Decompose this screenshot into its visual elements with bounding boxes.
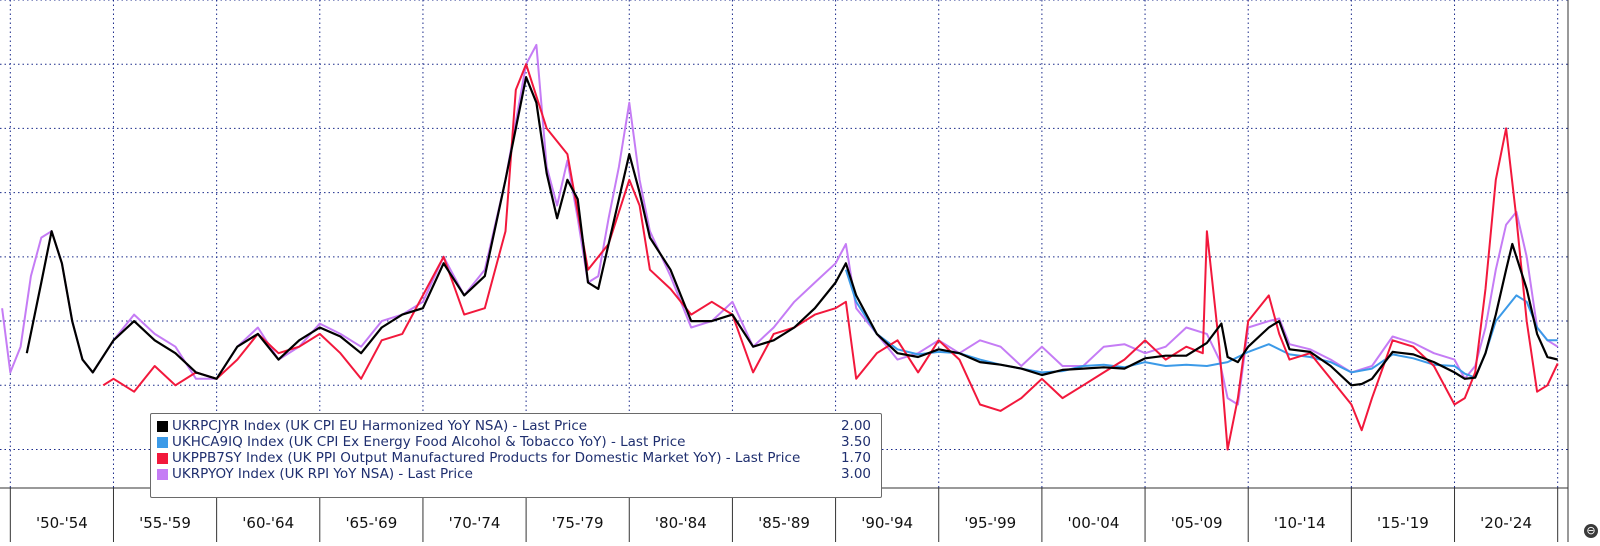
- legend: UKRPCJYR Index (UK CPI EU Harmonized YoY…: [150, 413, 882, 498]
- x-tick-label: '95-'99: [964, 514, 1016, 532]
- legend-label: UKPPB7SY Index (UK PPI Output Manufactur…: [172, 450, 801, 466]
- x-tick-label: '80-'84: [655, 514, 707, 532]
- x-tick-label: '65-'69: [345, 514, 397, 532]
- x-tick-label: '05-'09: [1171, 514, 1223, 532]
- x-tick-label: '00-'04: [1068, 514, 1120, 532]
- legend-swatch: [157, 468, 168, 480]
- legend-swatch: [157, 452, 168, 464]
- legend-label: UKHCA9IQ Index (UK CPI Ex Energy Food Al…: [172, 434, 686, 450]
- legend-entry: UKPPB7SY Index (UK PPI Output Manufactur…: [157, 450, 875, 466]
- series-line-0: [25, 75, 1558, 387]
- legend-last-price: 2.00: [840, 418, 871, 434]
- legend-last-price: 1.70: [840, 450, 871, 466]
- legend-label: UKRPYOY Index (UK RPI YoY NSA) - Last Pr…: [172, 466, 473, 482]
- series-line-2: [102, 63, 1559, 451]
- x-axis: '50-'54 '55-'59 '60-'64 '65-'69 '70-'74 '75-'…: [0, 0, 1569, 542]
- x-tick-label: '55-'59: [139, 514, 191, 532]
- legend-label: UKRPCJYR Index (UK CPI EU Harmonized YoY…: [172, 418, 588, 434]
- legend-swatch: [157, 420, 168, 432]
- collapse-icon[interactable]: ⊖: [1584, 524, 1598, 538]
- series-layer: [1, 43, 1559, 451]
- legend-last-price: 3.00: [840, 466, 871, 482]
- series-line-1: [844, 269, 1558, 379]
- x-tick-label: '20-'24: [1480, 514, 1532, 532]
- legend-swatch: [157, 436, 168, 448]
- x-tick-label: '70-'74: [449, 514, 501, 532]
- x-tick-label: '60-'64: [242, 514, 294, 532]
- x-tick-label: '90-'94: [861, 514, 913, 532]
- legend-last-price: 3.50: [840, 434, 871, 450]
- grid-layer: [0, 0, 1568, 488]
- legend-entry: UKHCA9IQ Index (UK CPI Ex Energy Food Al…: [157, 434, 875, 450]
- legend-entry: UKRPYOY Index (UK RPI YoY NSA) - Last Pr…: [157, 466, 875, 482]
- x-tick-label: '75-'79: [552, 514, 604, 532]
- x-tick-label: '10-'14: [1274, 514, 1326, 532]
- x-tick-label: '15-'19: [1377, 514, 1429, 532]
- x-tick-label: '85-'89: [758, 514, 810, 532]
- x-tick-label: '50-'54: [36, 514, 88, 532]
- legend-entry: UKRPCJYR Index (UK CPI EU Harmonized YoY…: [157, 418, 875, 434]
